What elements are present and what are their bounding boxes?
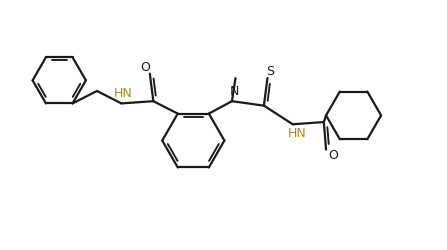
Text: O: O [328, 149, 338, 162]
Text: O: O [140, 60, 150, 74]
Text: HN: HN [114, 87, 133, 100]
Text: N: N [230, 85, 239, 98]
Text: S: S [266, 64, 274, 78]
Text: HN: HN [288, 127, 307, 140]
